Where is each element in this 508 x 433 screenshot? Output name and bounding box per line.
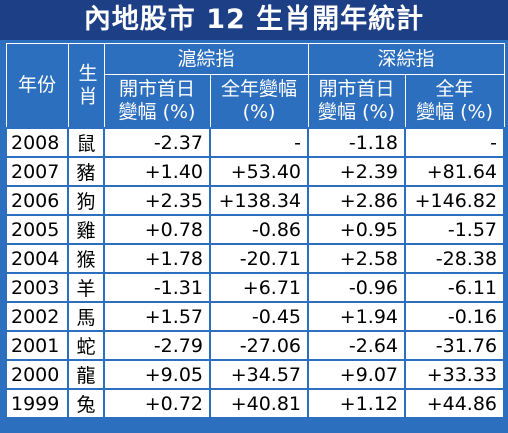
value-cell: +6.71 xyxy=(208,272,310,303)
column-header-line: 全年變幅 xyxy=(221,78,298,100)
value-cell: +40.81 xyxy=(208,388,310,419)
value-cell: +33.33 xyxy=(404,359,506,390)
year-cell: 2004 xyxy=(5,243,69,274)
value-cell: -31.76 xyxy=(404,330,506,361)
table: 年份 生肖 滬綜指 深綜指 開市首日 變幅 (%) 全年變幅 (%) 開市首日 變幅 (%) 全年變… xyxy=(5,43,506,419)
value-cell: +9.07 xyxy=(307,359,407,390)
value-cell: -0.86 xyxy=(208,214,310,245)
group-header: 深綜指 xyxy=(307,43,505,75)
header-row: 年份 生肖 滬綜指 深綜指 xyxy=(5,43,505,129)
value-cell: +1.40 xyxy=(103,156,211,187)
value-cell: +53.40 xyxy=(208,156,310,187)
column-header-line: 變幅 (%) xyxy=(118,101,196,123)
year-cell: 2005 xyxy=(5,214,69,245)
table-row: 2000 龍 +9.05 +34.57 +9.07 +33.33 xyxy=(5,359,506,390)
zodiac-cell: 羊 xyxy=(67,272,105,303)
value-cell: -2.37 xyxy=(103,127,211,158)
year-cell: 2006 xyxy=(5,185,69,216)
value-cell: +44.86 xyxy=(404,388,506,419)
value-cell: +2.35 xyxy=(103,185,211,216)
zodiac-cell: 狗 xyxy=(67,185,105,216)
column-header: 全年變幅 (%) xyxy=(209,74,309,129)
column-header: 全年 變幅 (%) xyxy=(404,74,505,129)
value-cell: -0.16 xyxy=(404,301,506,332)
zodiac-cell: 豬 xyxy=(67,156,105,187)
zodiac-cell: 鼠 xyxy=(67,127,105,158)
zodiac-cell: 猴 xyxy=(67,243,105,274)
year-cell: 2003 xyxy=(5,272,69,303)
table-row: 2001 蛇 -2.79 -27.06 -2.64 -31.76 xyxy=(5,330,506,361)
value-cell: +1.12 xyxy=(307,388,407,419)
table-body: 2008 鼠 -2.37- -1.18-2007 豬 +1.40 +53.40 +2.39 +8… xyxy=(5,127,506,419)
table-row: 2008 鼠 -2.37- -1.18- xyxy=(5,127,506,158)
table-row: 1999 兔 +0.72 +40.81 +1.12 +44.86 xyxy=(5,388,506,419)
value-cell: -2.64 xyxy=(307,330,407,361)
table-row: 2007 豬 +1.40 +53.40 +2.39 +81.64 xyxy=(5,156,506,187)
year-cell: 2001 xyxy=(5,330,69,361)
zodiac-cell: 蛇 xyxy=(67,330,105,361)
value-cell: -20.71 xyxy=(208,243,310,274)
column-header-line: 開市首日 xyxy=(118,78,195,100)
year-cell: 2002 xyxy=(5,301,69,332)
value-cell: -0.45 xyxy=(208,301,310,332)
column-header-line: 全年 xyxy=(435,78,474,100)
year-cell: 1999 xyxy=(5,388,69,419)
title: 內地股市 12 生肖開年統計 xyxy=(0,0,508,40)
column-header-line: 變幅 (%) xyxy=(416,101,493,123)
table-row: 2006 狗 +2.35 +138.34 +2.86 +146.82 xyxy=(5,185,506,216)
table-header: 年份 生肖 滬綜指 深綜指 開市首日 變幅 (%) 全年變幅 (%) 開市首日 變幅 (%) 全年變… xyxy=(5,43,505,129)
value-cell: +1.94 xyxy=(307,301,407,332)
value-cell: +2.58 xyxy=(307,243,407,274)
value-cell: +0.95 xyxy=(307,214,407,245)
column-header-line: (%) xyxy=(242,101,276,123)
value-cell: -1.31 xyxy=(103,272,211,303)
value-cell: +138.34 xyxy=(208,185,310,216)
value-cell: - xyxy=(404,127,506,158)
value-cell: +0.72 xyxy=(103,388,211,419)
column-header: 開市首日 變幅 (%) xyxy=(307,74,406,129)
zodiac-cell: 兔 xyxy=(67,388,105,419)
value-cell: +9.05 xyxy=(103,359,211,390)
value-cell: +1.57 xyxy=(103,301,211,332)
zodiac-header: 生肖 xyxy=(67,43,105,129)
value-cell: -6.11 xyxy=(404,272,506,303)
value-cell: +1.78 xyxy=(103,243,211,274)
value-cell: +2.86 xyxy=(307,185,407,216)
value-cell: -27.06 xyxy=(208,330,310,361)
zodiac-cell: 馬 xyxy=(67,301,105,332)
year-header: 年份 xyxy=(5,43,69,129)
value-cell: -2.79 xyxy=(103,330,211,361)
value-cell: -1.18 xyxy=(307,127,407,158)
value-cell: +81.64 xyxy=(404,156,506,187)
header-row: 開市首日 變幅 (%) 全年變幅 (%) 開市首日 變幅 (%) 全年 變幅 (%) xyxy=(6,74,505,129)
table-row: 2005 雞 +0.78 -0.86 +0.95 -1.57 xyxy=(5,214,506,245)
value-cell: +146.82 xyxy=(404,185,506,216)
zodiac-cell: 龍 xyxy=(67,359,105,390)
column-header-line: 開市首日 xyxy=(318,78,395,100)
value-cell: -28.38 xyxy=(404,243,506,274)
year-cell: 2007 xyxy=(5,156,69,187)
value-cell: -0.96 xyxy=(307,272,407,303)
group-header: 滬綜指 xyxy=(103,43,309,75)
table-row: 2002 馬 +1.57 -0.45 +1.94 -0.16 xyxy=(5,301,506,332)
value-cell: - xyxy=(208,127,310,158)
column-header: 開市首日 變幅 (%) xyxy=(103,74,211,129)
year-cell: 2000 xyxy=(5,359,69,390)
value-cell: +2.39 xyxy=(307,156,407,187)
zodiac-cell: 雞 xyxy=(67,214,105,245)
value-cell: +0.78 xyxy=(103,214,211,245)
year-cell: 2008 xyxy=(5,127,69,158)
column-header-line: 變幅 (%) xyxy=(318,101,395,123)
table-row: 2003 羊 -1.31 +6.71 -0.96 -6.11 xyxy=(5,272,506,303)
table-row: 2004 猴 +1.78 -20.71 +2.58 -28.38 xyxy=(5,243,506,274)
value-cell: -1.57 xyxy=(404,214,506,245)
value-cell: +34.57 xyxy=(208,359,310,390)
